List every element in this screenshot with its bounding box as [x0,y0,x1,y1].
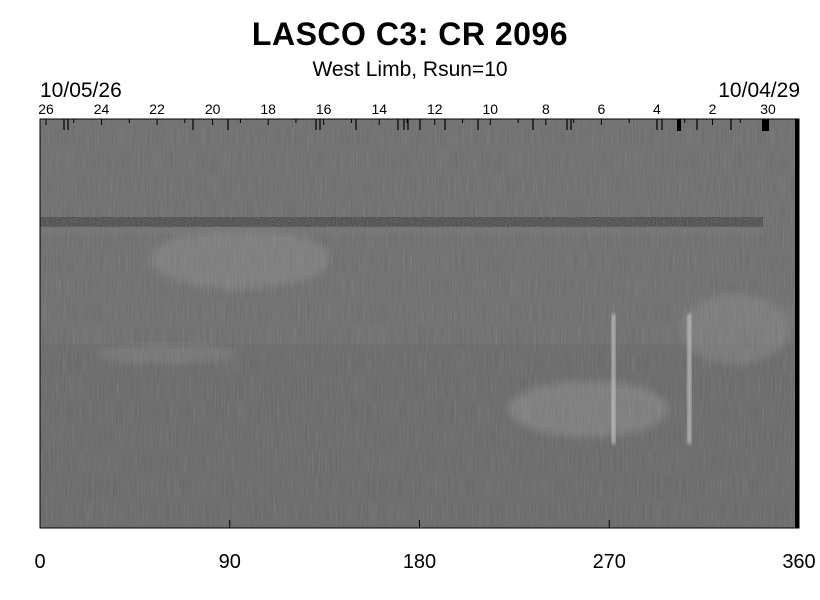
day-label: 2 [709,101,717,117]
image-group [40,119,799,528]
right-edge-strip [795,119,799,528]
day-label: 24 [94,101,110,117]
day-label: 10 [483,101,499,117]
day-label: 26 [38,101,54,117]
day-label: 20 [205,101,221,117]
day-label: 18 [260,101,276,117]
x-tick-label: 360 [782,551,815,573]
axis-layer: 0 90 180 270 360 26 24 22 20 18 16 14 12 10 8 6 4 2 30 [34,101,815,573]
day-label: 6 [597,101,605,117]
x-tick-label: 90 [219,551,241,573]
day-label: 8 [542,101,550,117]
day-label: 16 [316,101,332,117]
band-glow [40,227,764,235]
streamer-mark [611,314,616,444]
day-label: 14 [371,101,387,117]
date-start-label: 10/05/26 [40,79,122,102]
noise-texture [40,119,799,528]
band-speckle [40,217,764,227]
data-gap-marker [762,119,769,131]
date-end-label: 10/04/29 [718,79,800,102]
data-gap-marker [677,119,681,131]
x-tick-label: 0 [34,551,45,573]
streamer-mark [687,314,692,444]
x-tick-label: 180 [403,551,436,573]
chart-subtitle: West Limb, Rsun=10 [312,58,508,81]
day-label: 4 [653,101,661,117]
x-tick-label: 270 [593,551,626,573]
day-label: 30 [760,101,776,117]
day-label: 12 [427,101,443,117]
chart-title: LASCO C3: CR 2096 [251,16,569,52]
day-label: 22 [149,101,165,117]
plot-area [40,119,799,528]
